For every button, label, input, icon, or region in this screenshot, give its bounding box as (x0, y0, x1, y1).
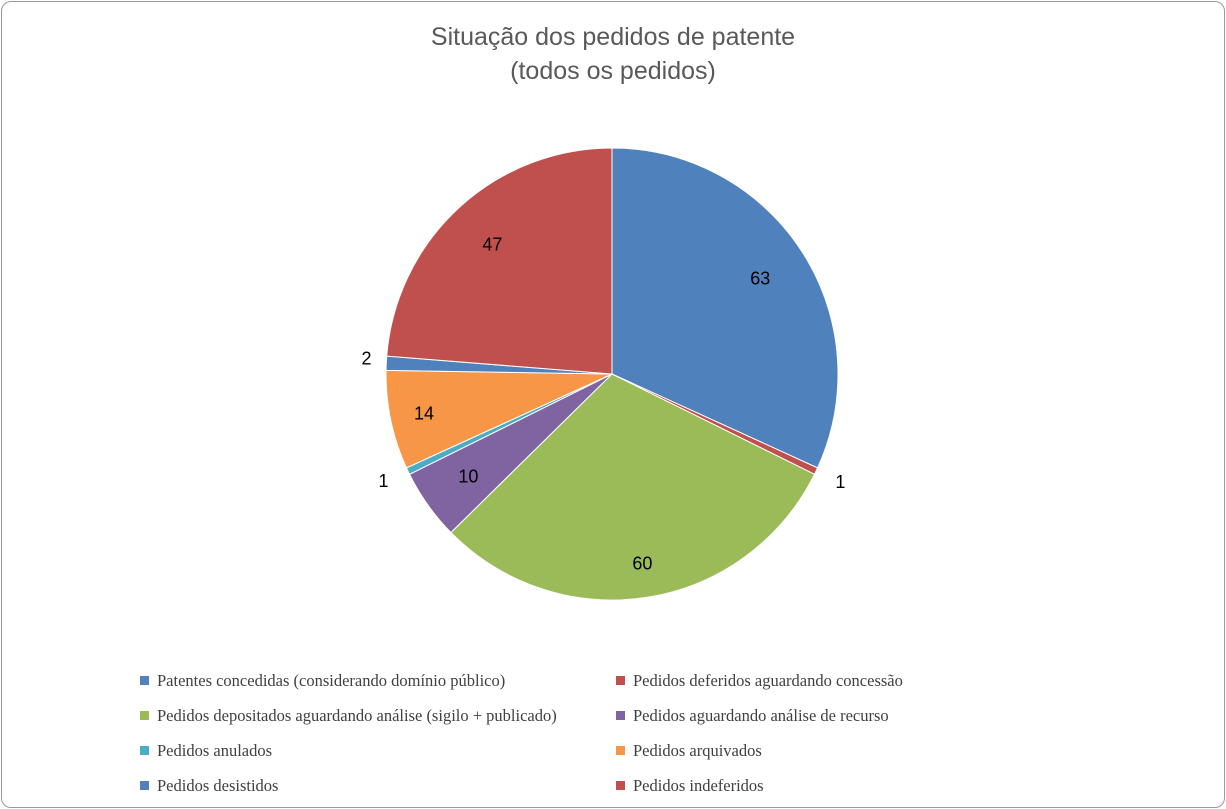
legend-item-7: Pedidos indeferidos (616, 768, 1036, 803)
data-label-7: 47 (482, 235, 502, 255)
legend-label-5: Pedidos arquivados (633, 740, 762, 760)
legend-item-4: Pedidos anulados (140, 733, 616, 768)
data-label-2: 60 (632, 554, 652, 574)
chart-title-line-1: Situação dos pedidos de patente (430, 23, 796, 51)
legend-label-1: Pedidos deferidos aguardando concessão (633, 670, 903, 690)
data-label-6: 2 (361, 349, 371, 369)
legend-swatch-1 (616, 676, 625, 685)
chart-title-line-2: (todos os pedidos) (510, 57, 716, 85)
data-label-0: 63 (750, 269, 770, 289)
legend-item-6: Pedidos desistidos (140, 768, 616, 803)
legend-swatch-5 (616, 746, 625, 755)
legend-swatch-0 (140, 676, 149, 685)
legend-swatch-6 (140, 781, 149, 790)
legend-item-3: Pedidos aguardando análise de recurso (616, 698, 1036, 733)
legend-label-6: Pedidos desistidos (157, 775, 279, 795)
data-label-3: 10 (458, 466, 478, 486)
legend-item-0: Patentes concedidas (considerando domíni… (140, 663, 616, 698)
pie-slice-7 (386, 147, 613, 375)
pie-slice-2 (450, 373, 816, 601)
legend-label-3: Pedidos aguardando análise de recurso (633, 705, 889, 725)
legend-item-5: Pedidos arquivados (616, 733, 1036, 768)
pie-slice-5 (385, 369, 613, 469)
legend-label-2: Pedidos depositados aguardando análise (… (157, 705, 557, 725)
chart-title: Situação dos pedidos de patente (todos o… (2, 20, 1224, 88)
legend-label-7: Pedidos indeferidos (633, 775, 764, 795)
chart-legend: Patentes concedidas (considerando domíni… (140, 663, 1040, 803)
data-label-1: 1 (835, 472, 845, 492)
legend-swatch-2 (140, 711, 149, 720)
legend-swatch-4 (140, 746, 149, 755)
data-label-4: 1 (378, 471, 388, 491)
legend-item-2: Pedidos depositados aguardando análise (… (140, 698, 616, 733)
legend-swatch-7 (616, 781, 625, 790)
legend-label-4: Pedidos anulados (157, 740, 273, 760)
legend-item-1: Pedidos deferidos aguardando concessão (616, 663, 1036, 698)
legend-swatch-3 (616, 711, 625, 720)
legend-label-0: Patentes concedidas (considerando domíni… (157, 670, 506, 690)
data-label-5: 14 (414, 403, 434, 423)
pie-slice-0 (611, 147, 839, 469)
